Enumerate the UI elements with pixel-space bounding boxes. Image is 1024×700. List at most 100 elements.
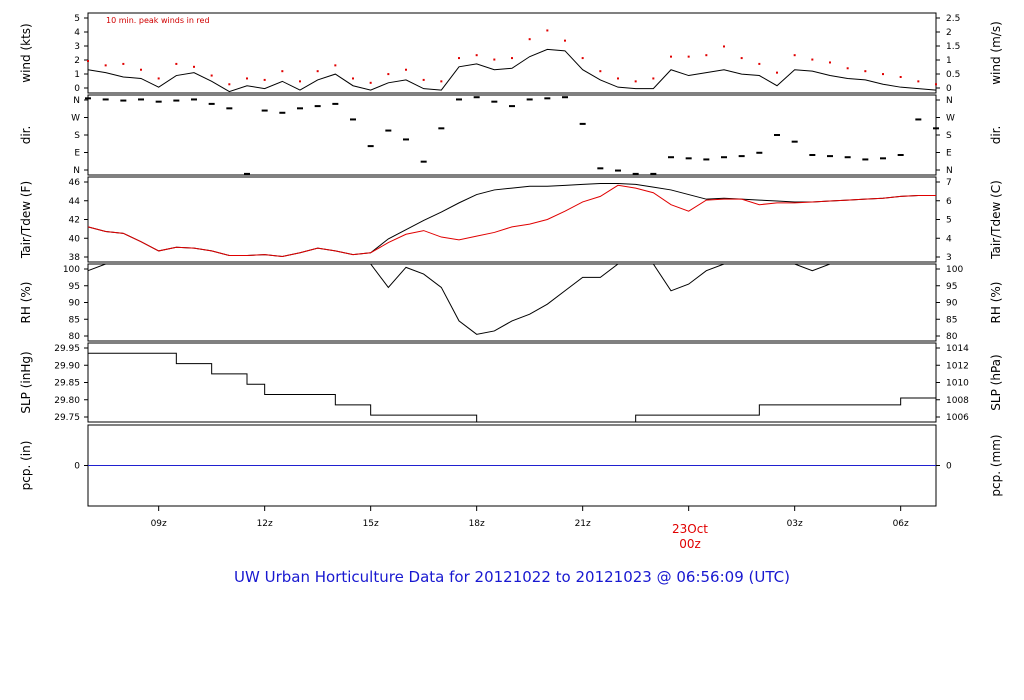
direction-point bbox=[279, 111, 286, 114]
series-line bbox=[87, 48, 937, 93]
direction-point bbox=[208, 102, 215, 105]
direction-point bbox=[862, 158, 869, 161]
y-tick-left: 38 bbox=[69, 253, 81, 263]
y-tick-left: 5 bbox=[74, 14, 80, 24]
y-tick-right: 1.5 bbox=[946, 42, 960, 52]
direction-point bbox=[544, 97, 551, 100]
panel-precipitation: 0 0 pcp. (in) pcp. (mm) bbox=[19, 424, 1003, 507]
peak-wind-point bbox=[475, 54, 478, 57]
y-tick-right: 0 bbox=[946, 462, 952, 472]
peak-wind-point bbox=[246, 77, 248, 80]
x-tick-label: 06z bbox=[893, 519, 909, 529]
y-tick-left: 85 bbox=[69, 315, 80, 325]
direction-point bbox=[85, 97, 91, 100]
y-tick-left: 3 bbox=[74, 42, 80, 52]
peak-wind-point bbox=[157, 77, 160, 80]
y-tick-right: E bbox=[946, 149, 952, 159]
peak-wind-point bbox=[687, 55, 690, 58]
peak-wind-point bbox=[263, 78, 266, 81]
peak-wind-point bbox=[122, 62, 125, 65]
y-tick-right: 0.5 bbox=[946, 70, 960, 80]
peak-wind-point bbox=[652, 77, 655, 80]
direction-point bbox=[155, 100, 162, 103]
panel-frame bbox=[87, 12, 937, 94]
peak-wind-point bbox=[846, 67, 849, 70]
direction-point bbox=[721, 156, 727, 159]
y-tick-right: 2 bbox=[946, 28, 952, 38]
y-tick-right: 4 bbox=[946, 234, 952, 244]
direction-point bbox=[261, 109, 268, 112]
axis-label-left-precipitation: pcp. (in) bbox=[19, 441, 33, 491]
peak-wind-point bbox=[316, 70, 319, 73]
direction-point bbox=[438, 127, 445, 130]
direction-point bbox=[491, 100, 498, 103]
peak-wind-point bbox=[422, 78, 425, 81]
direction-point bbox=[420, 160, 427, 163]
direction-point bbox=[332, 102, 339, 105]
series-line bbox=[87, 263, 936, 335]
peak-wind-point bbox=[458, 57, 460, 60]
direction-point bbox=[668, 156, 674, 159]
direction-point bbox=[314, 105, 321, 108]
peak-wind-point bbox=[175, 62, 178, 65]
peak-wind-point bbox=[193, 65, 195, 68]
axis-label-right-humidity: RH (%) bbox=[989, 282, 1003, 324]
direction-point bbox=[880, 157, 886, 160]
series-wind-0 bbox=[87, 48, 937, 93]
y-tick-left: N bbox=[73, 166, 80, 176]
y-tick-right: 6 bbox=[946, 197, 952, 207]
y-tick-right: 7 bbox=[946, 178, 952, 188]
peak-wind-point bbox=[864, 70, 867, 73]
y-tick-right: 90 bbox=[946, 299, 958, 309]
y-tick-right: 1012 bbox=[946, 361, 969, 371]
direction-point bbox=[138, 98, 144, 101]
peak-wind-point bbox=[917, 80, 920, 83]
y-tick-left: W bbox=[71, 114, 80, 124]
y-tick-right: 80 bbox=[946, 332, 958, 342]
axis-label-right-precipitation: pcp. (mm) bbox=[989, 434, 1003, 496]
peak-wind-point bbox=[758, 62, 761, 65]
peak-wind-point bbox=[634, 80, 637, 83]
y-tick-left: 29.80 bbox=[54, 396, 80, 406]
y-tick-right: 0 bbox=[946, 84, 952, 94]
direction-point bbox=[385, 129, 392, 132]
series-direction-0 bbox=[85, 96, 939, 175]
y-tick-left: 29.85 bbox=[54, 379, 80, 389]
y-tick-left: 0 bbox=[74, 84, 80, 94]
x-tick-label: 09z bbox=[151, 519, 167, 529]
direction-point bbox=[632, 172, 639, 175]
y-tick-left: 42 bbox=[69, 216, 80, 226]
x-tick-label: 15z bbox=[363, 519, 379, 529]
x-tick-label: 03z bbox=[787, 519, 803, 529]
peak-wind-point bbox=[387, 73, 390, 76]
direction-point bbox=[473, 96, 480, 99]
peak-wind-point bbox=[334, 64, 337, 67]
date-marker-day: 23Oct bbox=[672, 522, 708, 536]
y-tick-right: 100 bbox=[946, 265, 963, 275]
peak-wind-point bbox=[352, 77, 354, 80]
direction-point bbox=[120, 99, 127, 102]
page-title: UW Urban Horticulture Data for 20121022 … bbox=[234, 568, 790, 586]
peak-wind-point bbox=[140, 68, 142, 71]
peak-wind-point bbox=[493, 58, 496, 61]
peak-wind-point bbox=[617, 77, 619, 80]
peak-wind-point bbox=[405, 68, 407, 71]
axis-label-right-pressure: SLP (hPa) bbox=[989, 354, 1003, 410]
y-tick-right: 1006 bbox=[946, 413, 969, 423]
peak-wind-point bbox=[776, 71, 778, 74]
peak-wind-point bbox=[599, 70, 602, 73]
direction-point bbox=[791, 140, 798, 143]
peak-wind-note: 10 min. peak winds in red bbox=[106, 16, 210, 25]
panel-temperature: 38 3 40 4 42 5 44 6 46 7 Tair/Tdew (F) Tair/Tdew (C… bbox=[19, 176, 1003, 263]
direction-point bbox=[915, 118, 922, 121]
axis-label-left-pressure: SLP (inHg) bbox=[19, 351, 33, 413]
peak-wind-point bbox=[299, 80, 301, 83]
panel-pressure: 29.75 1006 29.80 1008 29.85 1010 29.90 1012 29.9… bbox=[19, 342, 1003, 423]
y-tick-left: E bbox=[74, 149, 80, 159]
y-tick-left: 0 bbox=[74, 462, 80, 472]
direction-point bbox=[562, 96, 568, 99]
y-tick-right: 1014 bbox=[946, 344, 969, 354]
series-pressure-0 bbox=[88, 352, 936, 423]
x-tick-label: 21z bbox=[575, 519, 591, 529]
